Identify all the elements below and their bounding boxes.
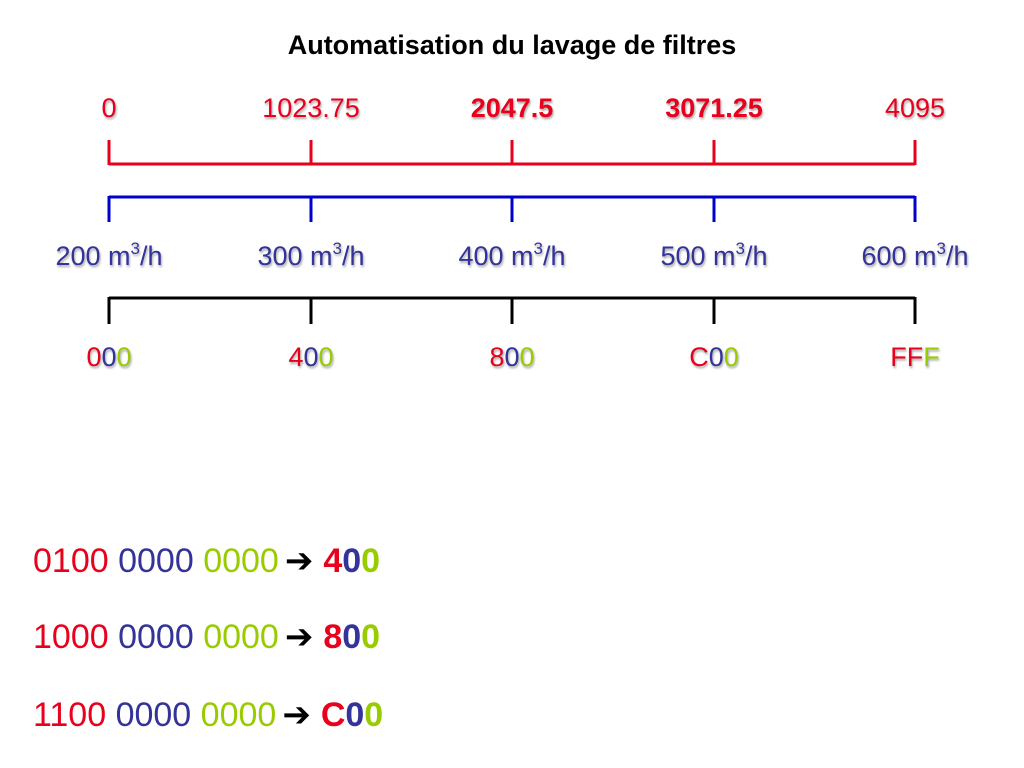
scale-label: 1023.75	[262, 93, 360, 123]
scale-label: 4095	[884, 93, 946, 123]
black-scale-bracket	[107, 296, 917, 324]
binary-nibble: 0000	[203, 618, 279, 656]
right-arrow-icon: ➔	[284, 618, 314, 656]
blue-scale-bracket	[107, 195, 917, 222]
conversion-row: 1100 0000 0000 ➔ C00	[33, 695, 383, 735]
binary-nibble: 1100	[33, 696, 107, 734]
hex-result: 800	[323, 618, 381, 656]
binary-nibble: 0000	[118, 542, 194, 580]
binary-nibble: 0000	[200, 696, 277, 734]
conversion-row: 1000 0000 0000 ➔ 800	[33, 617, 380, 657]
binary-nibble: 0000	[118, 618, 194, 656]
flow-label: 600 m3/h	[861, 239, 969, 271]
hex-label: C00	[689, 342, 739, 372]
flow-label: 200 m3/h	[55, 239, 163, 271]
conversion-row: 0100 0000 0000 ➔ 400	[33, 541, 380, 581]
diagram-title: Automatisation du lavage de filtres	[287, 30, 737, 60]
binary-nibble: 0000	[115, 696, 192, 734]
hex-label: 400	[288, 342, 334, 372]
flow-label: 300 m3/h	[257, 239, 365, 271]
hex-label: 000	[86, 342, 132, 372]
hex-label: FFF	[890, 342, 940, 372]
scale-label: 2047.5	[470, 93, 554, 123]
flow-label: 500 m3/h	[660, 239, 768, 271]
binary-nibble: 0000	[203, 542, 279, 580]
binary-nibble: 0100	[33, 542, 109, 580]
flow-label: 400 m3/h	[458, 239, 566, 271]
right-arrow-icon: ➔	[284, 542, 314, 580]
scale-label: 0	[101, 93, 117, 123]
hex-label: 800	[489, 342, 535, 372]
scale-label: 3071.25	[665, 93, 763, 123]
right-arrow-icon: ➔	[282, 696, 311, 734]
binary-nibble: 1000	[33, 618, 109, 656]
hex-result: C00	[320, 696, 384, 734]
hex-result: 400	[323, 542, 381, 580]
red-scale-bracket	[107, 140, 917, 166]
